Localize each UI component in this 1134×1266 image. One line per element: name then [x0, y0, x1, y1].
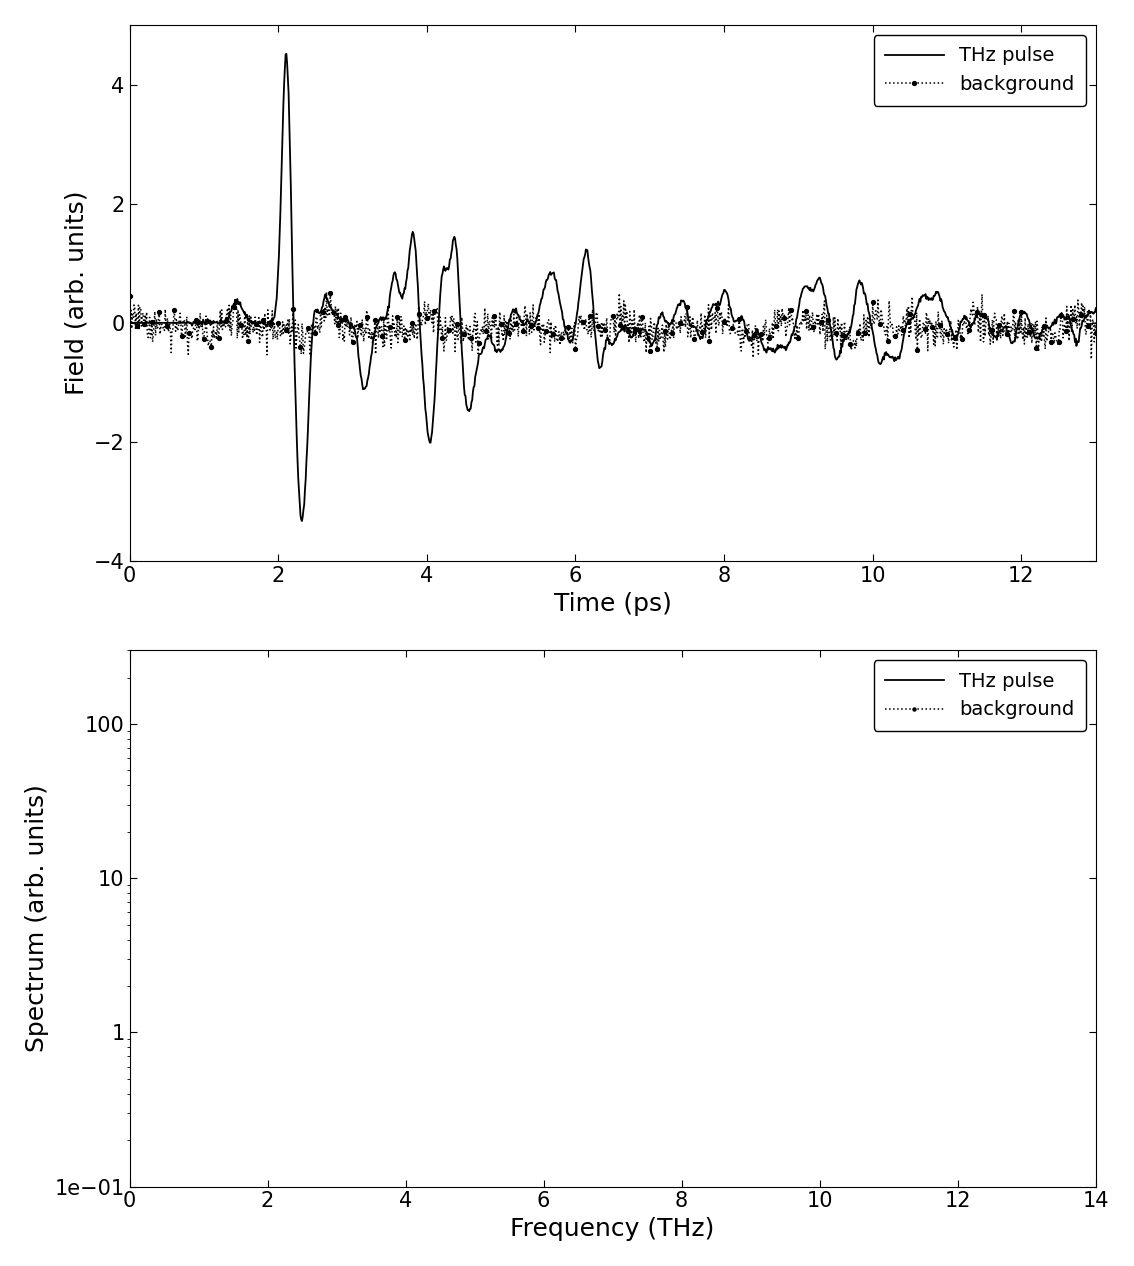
background: [1089, 325, 1102, 341]
background: [122, 287, 136, 303]
THz pulse: [295, 514, 308, 529]
Line: THz pulse: THz pulse: [129, 53, 1095, 522]
THz pulse: [883, 349, 897, 365]
THz pulse: [518, 316, 532, 332]
Text: (b): (b): [988, 682, 1023, 706]
X-axis label: Time (ps): Time (ps): [553, 591, 671, 615]
THz pulse: [312, 305, 325, 320]
X-axis label: Frequency (THz): Frequency (THz): [510, 1217, 714, 1241]
THz pulse: [613, 324, 627, 339]
background: [612, 286, 626, 301]
Y-axis label: Field (arb. units): Field (arb. units): [65, 191, 88, 395]
background: [310, 310, 323, 325]
background: [1084, 352, 1098, 367]
background: [150, 311, 163, 327]
background: [769, 318, 782, 333]
background: [882, 294, 896, 309]
THz pulse: [150, 315, 163, 330]
Legend: THz pulse, background: THz pulse, background: [873, 34, 1086, 106]
THz pulse: [1089, 300, 1102, 315]
THz pulse: [122, 315, 136, 330]
Line: background: background: [128, 290, 1098, 361]
THz pulse: [280, 46, 294, 61]
Y-axis label: Spectrum (arb. units): Spectrum (arb. units): [25, 785, 49, 1052]
background: [320, 285, 333, 300]
Text: (a): (a): [989, 57, 1023, 81]
background: [517, 309, 531, 324]
THz pulse: [770, 342, 784, 357]
Legend: THz pulse, background: THz pulse, background: [873, 660, 1086, 732]
